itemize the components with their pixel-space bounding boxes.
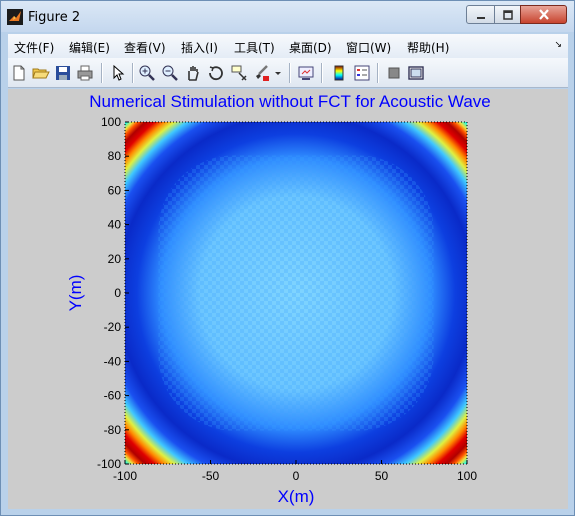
edit-plot-arrow-icon[interactable] xyxy=(109,64,127,82)
dispersion-artifact-region xyxy=(158,155,434,431)
zoom-out-icon[interactable] xyxy=(161,64,179,82)
toolbar-separator xyxy=(101,63,102,83)
toolbar-separator xyxy=(377,63,378,83)
colorbar-icon[interactable] xyxy=(330,64,348,82)
y-tick-label: 100 xyxy=(101,115,121,129)
window-title: Figure 2 xyxy=(28,10,81,25)
hide-plot-tools-icon[interactable] xyxy=(385,64,403,82)
new-figure-icon[interactable] xyxy=(10,64,28,82)
menu-edit[interactable]: 编辑(E) xyxy=(69,41,110,55)
brush-icon[interactable] xyxy=(253,64,271,82)
y-tick-label: 80 xyxy=(108,149,122,163)
data-cursor-icon[interactable] xyxy=(230,64,248,82)
close-button[interactable] xyxy=(520,5,567,24)
legend-icon[interactable] xyxy=(353,64,371,82)
print-icon[interactable] xyxy=(76,64,94,82)
menu-overflow-icon[interactable]: ↘ xyxy=(554,40,562,50)
show-plot-tools-icon[interactable] xyxy=(407,64,425,82)
y-axis-label: Y(m) xyxy=(66,275,85,312)
link-plot-icon[interactable] xyxy=(297,64,315,82)
save-icon[interactable] xyxy=(54,64,72,82)
zoom-in-icon[interactable] xyxy=(138,64,156,82)
menu-desktop[interactable]: 桌面(D) xyxy=(289,41,332,55)
y-tick-label: -40 xyxy=(104,354,122,368)
menu-insert[interactable]: 插入(I) xyxy=(181,41,218,55)
x-axis-label: X(m) xyxy=(278,487,315,506)
menu-view[interactable]: 查看(V) xyxy=(124,41,166,55)
x-tick-label: 100 xyxy=(457,469,477,483)
menu-window[interactable]: 窗口(W) xyxy=(346,41,392,55)
figure-canvas[interactable]: Numerical Stimulation without FCT for Ac… xyxy=(8,89,568,509)
y-tick-label: 40 xyxy=(108,218,122,232)
x-axis-ticks: -100 -50 0 50 100 xyxy=(113,460,477,483)
menu-bar: 文件(F) 编辑(E) 查看(V) 插入(I) 工具(T) 桌面(D) 窗口(W… xyxy=(8,34,568,58)
title-bar[interactable]: Figure 2 xyxy=(1,1,574,32)
brush-dropdown-icon[interactable] xyxy=(274,64,282,82)
x-tick-label: -100 xyxy=(113,469,137,483)
y-tick-label: -100 xyxy=(97,457,121,471)
close-icon xyxy=(538,9,549,20)
y-tick-label: -80 xyxy=(104,423,122,437)
y-tick-label: 60 xyxy=(108,183,122,197)
rotate-3d-icon[interactable] xyxy=(207,64,225,82)
minimize-button[interactable] xyxy=(466,5,495,24)
x-tick-label: 50 xyxy=(375,469,389,483)
x-tick-label: -50 xyxy=(202,469,220,483)
y-tick-label: -60 xyxy=(104,389,122,403)
toolbar-separator xyxy=(321,63,322,83)
figure-toolbar xyxy=(8,58,568,88)
toolbar-separator xyxy=(289,63,290,83)
maximize-icon xyxy=(502,9,513,20)
y-tick-label: 20 xyxy=(108,252,122,266)
open-file-icon[interactable] xyxy=(32,64,50,82)
plot-area[interactable]: Numerical Stimulation without FCT for Ac… xyxy=(8,89,568,509)
wavefield-heatmap xyxy=(125,122,467,464)
matlab-icon xyxy=(7,9,23,25)
minimize-icon xyxy=(476,16,485,19)
menu-file[interactable]: 文件(F) xyxy=(14,41,55,55)
toolbar-separator xyxy=(132,63,133,83)
pan-hand-icon[interactable] xyxy=(184,64,202,82)
y-tick-label: -20 xyxy=(104,320,122,334)
chart-title: Numerical Stimulation without FCT for Ac… xyxy=(89,92,491,111)
y-tick-label: 0 xyxy=(114,286,121,300)
x-tick-label: 0 xyxy=(293,469,300,483)
y-axis-ticks: 100 80 60 40 20 0 -20 -40 -60 -80 -100 xyxy=(97,115,129,471)
maximize-button[interactable] xyxy=(494,5,521,24)
menu-help[interactable]: 帮助(H) xyxy=(407,41,450,55)
menu-tools[interactable]: 工具(T) xyxy=(234,41,275,55)
